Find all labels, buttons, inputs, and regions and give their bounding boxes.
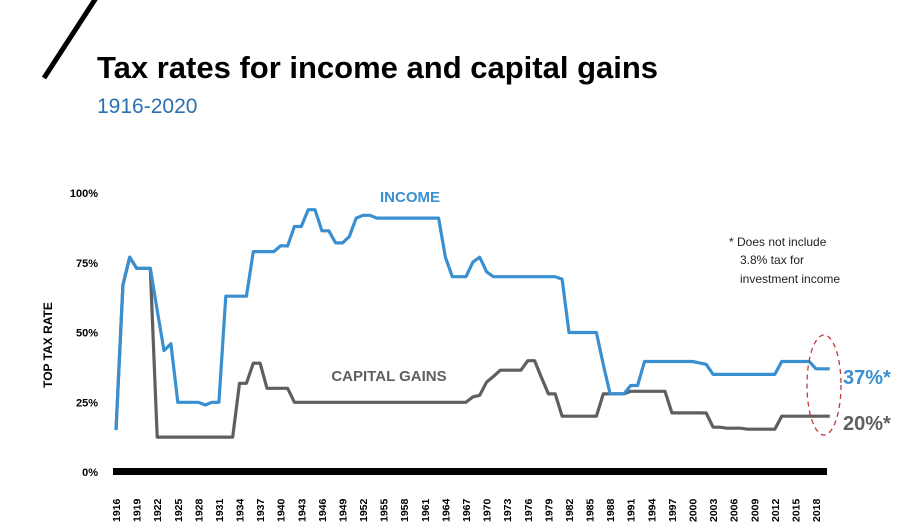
x-tick-label: 1976	[523, 498, 535, 522]
highlight-ellipse	[806, 334, 842, 436]
x-tick-label: 1988	[605, 498, 617, 522]
end-label-capital-gains: 20%*	[843, 413, 891, 435]
x-tick-label: 2006	[729, 498, 741, 522]
series-line-income	[114, 208, 830, 431]
y-tick-label: 25%	[76, 397, 98, 409]
y-axis-label: TOP TAX RATE	[41, 302, 55, 388]
x-tick-label: 1997	[667, 498, 679, 522]
x-tick-label: 1964	[440, 498, 452, 522]
x-tick-label: 1934	[235, 498, 247, 522]
footnote-line-2: 3.8% tax for	[740, 253, 804, 267]
x-tick-label: 1949	[337, 498, 349, 522]
x-tick-label: 2015	[790, 498, 802, 522]
y-tick-label: 100%	[70, 188, 98, 200]
chart-title: Tax rates for income and capital gains	[97, 50, 659, 85]
decorative-slash	[41, 0, 98, 80]
x-tick-label: 1931	[214, 498, 226, 522]
x-tick-label: 2012	[770, 498, 782, 522]
x-tick-label: 1985	[585, 498, 597, 522]
x-tick-label: 1979	[543, 498, 555, 522]
x-tick-label: 1982	[564, 498, 576, 522]
y-tick-label: 75%	[76, 258, 98, 270]
x-tick-label: 2000	[687, 498, 699, 522]
x-tick-label: 1916	[111, 498, 123, 522]
x-tick-label: 1994	[646, 498, 658, 522]
x-tick-label: 1967	[461, 498, 473, 522]
y-tick-label: 0%	[82, 467, 98, 479]
footnote-line-1: * Does not include	[729, 235, 827, 249]
end-label-income: 37%*	[843, 367, 891, 389]
x-tick-label: 1955	[379, 498, 391, 522]
x-tick-label: 1919	[132, 498, 144, 522]
x-tick-label: 1937	[255, 498, 267, 522]
x-tick-label: 1946	[317, 498, 329, 522]
x-axis-line	[113, 468, 827, 475]
x-tick-label: 1922	[152, 498, 164, 522]
x-tick-label: 2018	[811, 498, 823, 522]
x-tick-label: 1925	[173, 498, 185, 522]
x-tick-label: 1952	[358, 498, 370, 522]
x-tick-label: 1943	[296, 498, 308, 522]
footnote-line-3: investment income	[740, 272, 840, 286]
x-tick-label: 1928	[193, 498, 205, 522]
series-label-capital-gains: CAPITAL GAINS	[331, 368, 446, 385]
x-tick-label: 1970	[482, 498, 494, 522]
x-tick-label: 2003	[708, 498, 720, 522]
x-tick-label: 1973	[502, 498, 514, 522]
x-tick-label: 1940	[276, 498, 288, 522]
chart-subtitle: 1916-2020	[97, 95, 198, 118]
x-tick-label: 1961	[420, 498, 432, 522]
x-tick-label: 2009	[749, 498, 761, 522]
x-tick-label: 1991	[626, 498, 638, 522]
series-label-income: INCOME	[380, 189, 440, 206]
x-tick-label: 1958	[399, 498, 411, 522]
series-line-capital-gains	[114, 255, 830, 439]
y-tick-label: 50%	[76, 328, 98, 340]
